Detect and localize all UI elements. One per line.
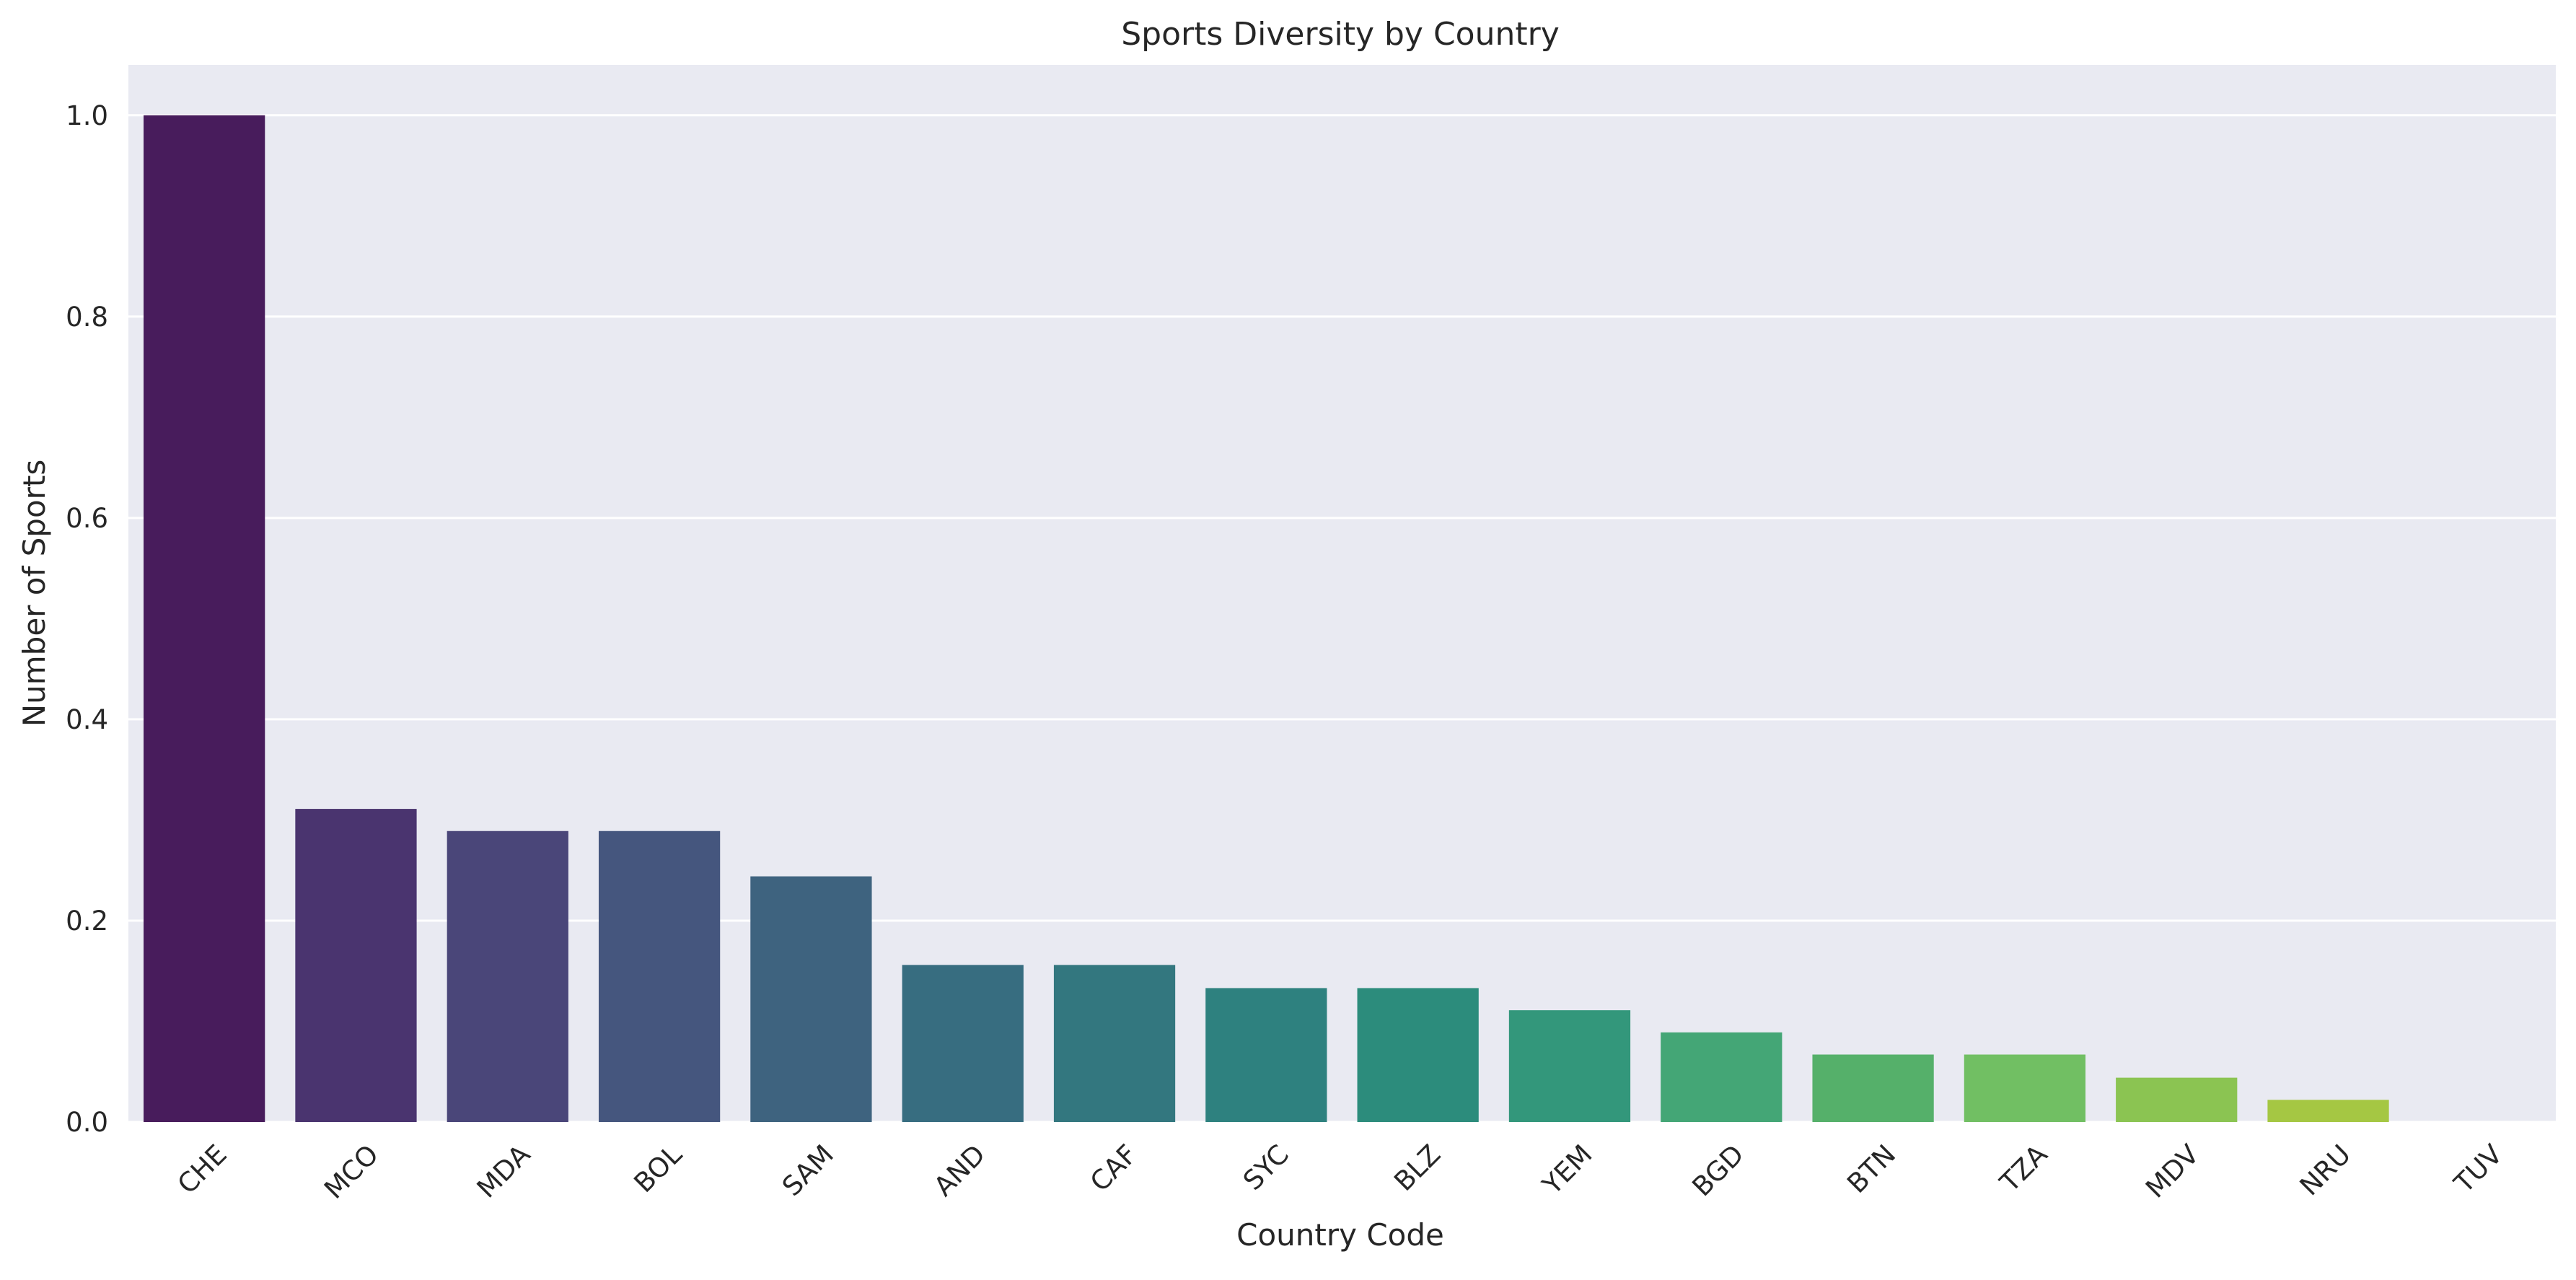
x-tick-label: BTN: [1841, 1139, 1902, 1199]
bars: [144, 115, 2389, 1122]
bar-tza: [1964, 1054, 2086, 1122]
bar-yem: [1508, 1010, 1631, 1122]
bar-syc: [1205, 988, 1327, 1122]
x-tick-label: MDA: [471, 1139, 537, 1204]
x-tick-label: SYC: [1237, 1139, 1295, 1196]
y-tick-label: 0.4: [66, 704, 108, 735]
chart-title: Sports Diversity by Country: [1121, 16, 1560, 53]
bar-btn: [1812, 1054, 1934, 1122]
y-tick-label: 0.0: [66, 1107, 108, 1138]
x-tick-label: BLZ: [1388, 1139, 1446, 1197]
x-tick-label: CAF: [1084, 1139, 1143, 1198]
bar-and: [902, 965, 1024, 1122]
y-tick-label: 0.8: [66, 302, 108, 333]
bar-nru: [2267, 1100, 2389, 1122]
x-tick-label: BOL: [628, 1139, 688, 1198]
x-tick-label: MDV: [2140, 1139, 2205, 1204]
x-tick-label: YEM: [1536, 1139, 1598, 1201]
x-tick-label: AND: [928, 1139, 991, 1202]
y-tick-label: 0.6: [66, 503, 108, 534]
x-tick-label: NRU: [2294, 1139, 2357, 1201]
y-tick-label: 1.0: [66, 100, 108, 131]
bar-sam: [750, 876, 872, 1122]
bar-caf: [1053, 965, 1176, 1122]
y-axis-label: Number of Sports: [17, 460, 52, 727]
bar-che: [144, 115, 265, 1122]
bar-blz: [1357, 988, 1479, 1122]
x-tick-label: SAM: [776, 1139, 840, 1202]
x-tick-label: MCO: [318, 1139, 384, 1205]
y-axis-ticks: 0.0 0.2 0.4 0.6 0.8 1.0: [66, 100, 108, 1138]
y-tick-label: 0.2: [66, 906, 108, 937]
bar-mdv: [2116, 1077, 2238, 1122]
x-tick-label: CHE: [172, 1139, 233, 1200]
x-axis-ticks: CHE MCO MDA BOL SAM AND CAF SYC BLZ YEM BGD BTN TZA M…: [172, 1139, 2509, 1205]
bar-bol: [598, 830, 721, 1122]
bar-mda: [447, 830, 568, 1122]
x-axis-label: Country Code: [1236, 1217, 1444, 1253]
x-tick-label: TZA: [1994, 1139, 2054, 1198]
bar-bgd: [1661, 1032, 1782, 1122]
x-tick-label: TUV: [2448, 1139, 2508, 1199]
x-tick-label: BGD: [1687, 1139, 1750, 1202]
bar-mco: [295, 809, 417, 1122]
